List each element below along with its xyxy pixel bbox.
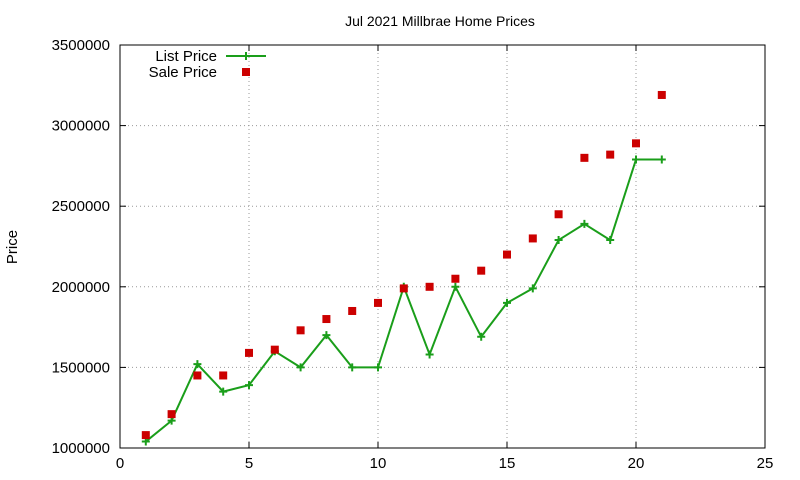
sale-price-point [193, 371, 202, 380]
list-price-point [245, 381, 253, 390]
sale-price-point [270, 345, 279, 354]
sale-price-point [528, 234, 537, 243]
list-price-point [657, 155, 666, 164]
list-price-point [606, 236, 615, 245]
sale-price-point [657, 90, 666, 99]
series-list-price [141, 155, 666, 446]
sale-price-point [477, 266, 486, 275]
y-tick-label: 3500000 [52, 37, 110, 54]
legend: List Price Sale Price [149, 48, 266, 81]
sale-price-point [451, 274, 460, 283]
grid [120, 45, 765, 448]
sale-price-point [322, 315, 331, 324]
x-tick-label: 25 [757, 455, 774, 472]
sale-price-point [219, 371, 228, 380]
legend-label-sale-price: Sale Price [149, 64, 217, 81]
x-tick-label: 20 [628, 455, 645, 472]
list-price-point [296, 363, 305, 372]
list-price-point [425, 350, 434, 359]
sale-price-point [606, 150, 615, 159]
sale-price-point [296, 326, 305, 335]
list-price-point [219, 387, 228, 396]
y-tick-label: 3000000 [52, 118, 110, 135]
y-axis-label: Price [4, 230, 21, 264]
list-price-point [580, 219, 589, 228]
series-layer [141, 90, 666, 446]
plot-border [119, 44, 766, 449]
series-sale-price [141, 90, 666, 440]
sale-price-point [399, 284, 408, 293]
sale-price-point [348, 306, 357, 315]
list-price-point [554, 236, 563, 245]
sale-price-point [554, 210, 563, 219]
sale-price-point [374, 298, 382, 307]
list-price-point [322, 331, 331, 340]
list-price-point [348, 363, 357, 372]
x-tick-label: 15 [499, 455, 516, 472]
sale-price-point [632, 139, 640, 148]
legend-marker-list-price [242, 52, 250, 60]
list-price-point [374, 363, 382, 372]
y-tick-label: 1500000 [52, 359, 110, 376]
y-tick-label: 2000000 [52, 279, 110, 296]
ticks: 0 5 10 15 20 25 1000000 1500000 2000000 2500000 30… [52, 37, 774, 472]
sale-price-point [503, 250, 511, 259]
sale-price-point [580, 153, 589, 162]
list-price-point [193, 360, 202, 369]
y-tick-label: 2500000 [52, 198, 110, 215]
sale-price-point [425, 282, 434, 291]
sale-price-point [141, 431, 150, 440]
sale-price-point [245, 348, 253, 357]
list-price-point [477, 332, 486, 341]
legend-label-list-price: List Price [155, 48, 217, 65]
x-tick-label: 5 [245, 455, 253, 472]
chart-title: Jul 2021 Millbrae Home Prices [345, 13, 535, 29]
list-price-point [451, 282, 460, 291]
x-tick-label: 0 [116, 455, 124, 472]
x-tick-label: 10 [370, 455, 387, 472]
sale-price-point [167, 410, 176, 419]
list-price-point [632, 155, 640, 164]
legend-marker-sale-price [242, 68, 250, 76]
y-tick-label: 1000000 [52, 440, 110, 457]
list-price-point [528, 284, 537, 293]
list-price-point [503, 298, 511, 307]
list-price-line [145, 158, 662, 443]
